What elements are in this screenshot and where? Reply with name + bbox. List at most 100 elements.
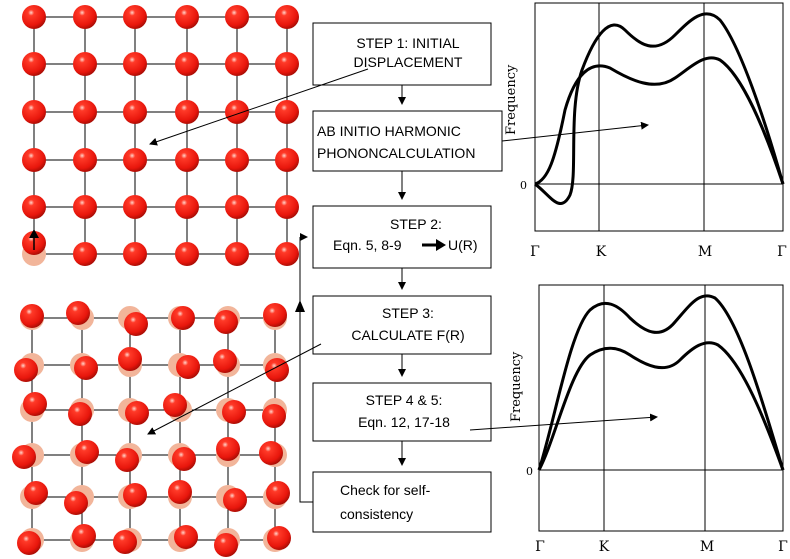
step1-box: STEP 1: INITIAL DISPLACEMENT <box>312 22 492 86</box>
atom <box>222 400 246 424</box>
step45-line1: STEP 4 & 5: <box>366 392 443 408</box>
atom <box>225 5 249 29</box>
atom <box>20 304 44 328</box>
atom <box>24 481 48 505</box>
atom <box>72 524 96 548</box>
atom <box>17 531 41 555</box>
check-line1: Check for self- <box>340 482 431 498</box>
atom <box>275 100 299 124</box>
atom <box>168 480 192 504</box>
atom <box>163 393 187 417</box>
plot2-tick-m: M <box>700 539 714 555</box>
atom <box>23 392 47 416</box>
atom <box>275 148 299 172</box>
atom <box>118 347 142 371</box>
atom <box>125 401 149 425</box>
plot1-lower-branch <box>534 56 785 186</box>
atom <box>225 195 249 219</box>
plot1-zero-label: 0 <box>520 179 527 192</box>
harmonic-box: AB INITIO HARMONIC PHONONCALCULATION <box>312 110 503 172</box>
atom <box>225 52 249 76</box>
atom <box>123 242 147 266</box>
atom <box>275 242 299 266</box>
atom <box>267 526 291 550</box>
atom <box>175 242 199 266</box>
plot2-zero-label: 0 <box>526 465 533 478</box>
atom <box>123 5 147 29</box>
atom <box>123 148 147 172</box>
atom <box>68 402 92 426</box>
plot2-tick-gamma-start: Γ <box>535 539 545 555</box>
atom <box>175 52 199 76</box>
atom <box>175 5 199 29</box>
plot1-tick-gamma-start: Γ <box>530 244 540 260</box>
plot1-tick-m: M <box>698 244 712 260</box>
plot2-tick-gamma-end: Γ <box>778 539 788 555</box>
step45-box: STEP 4 & 5: Eqn. 12, 17-18 <box>312 382 492 442</box>
step3-line2: CALCULATE F(R) <box>351 327 464 343</box>
displaced-lattice <box>12 301 291 557</box>
atom <box>175 100 199 124</box>
check-line2: consistency <box>340 506 413 522</box>
atom <box>275 52 299 76</box>
atom <box>175 195 199 219</box>
atom <box>265 358 289 382</box>
atom <box>225 148 249 172</box>
atom <box>22 100 46 124</box>
atom <box>123 100 147 124</box>
arrow-step3-to-lattice <box>147 343 322 435</box>
harmonic-line1: AB INITIO HARMONIC <box>317 123 461 139</box>
atom <box>223 488 247 512</box>
step1-line1: STEP 1: INITIAL <box>356 35 459 51</box>
atom <box>73 242 97 266</box>
plot1-ylabel: Frequency <box>504 64 519 135</box>
atom <box>66 301 90 325</box>
atom <box>73 100 97 124</box>
atom <box>75 440 99 464</box>
atom <box>216 437 240 461</box>
atom <box>174 525 198 549</box>
atom <box>275 5 299 29</box>
atom <box>64 491 88 515</box>
atom <box>172 447 196 471</box>
atom <box>266 481 290 505</box>
plot1-tick-k: K <box>596 244 607 260</box>
plot2-upper-branch <box>537 294 785 471</box>
step2-line2: Eqn. 5, 8-9 <box>333 237 402 253</box>
dispersion-plot-bottom: Frequency 0 Γ K M Γ <box>509 284 788 555</box>
atom <box>123 52 147 76</box>
step2-arrow-head <box>436 239 446 251</box>
atom <box>73 195 97 219</box>
feedback-loop <box>295 233 313 503</box>
atom <box>171 306 195 330</box>
plot2-frame <box>538 284 784 532</box>
atom <box>275 195 299 219</box>
atom <box>115 448 139 472</box>
atom <box>22 52 46 76</box>
atom <box>213 349 237 373</box>
atom <box>74 356 98 380</box>
step3-line1: STEP 3: <box>382 305 434 321</box>
step3-box: STEP 3: CALCULATE F(R) <box>312 295 492 355</box>
atom <box>214 310 238 334</box>
atom <box>22 195 46 219</box>
atom <box>176 355 200 379</box>
plot2-lower-branch <box>537 341 785 471</box>
step2-line3: U(R) <box>448 237 478 253</box>
atom <box>22 148 46 172</box>
atom <box>123 195 147 219</box>
atom <box>73 5 97 29</box>
step2-box: STEP 2: Eqn. 5, 8-9 U(R) <box>312 205 492 269</box>
atom <box>214 533 238 557</box>
atom <box>175 148 199 172</box>
atom <box>262 404 286 428</box>
atom <box>73 148 97 172</box>
flowchart: STEP 1: INITIAL DISPLACEMENT AB INITIO H… <box>295 22 503 533</box>
atom <box>124 312 148 336</box>
atom <box>259 441 283 465</box>
atom <box>263 303 287 327</box>
harmonic-line2: PHONONCALCULATION <box>317 145 475 161</box>
atom <box>12 445 36 469</box>
atom <box>22 5 46 29</box>
